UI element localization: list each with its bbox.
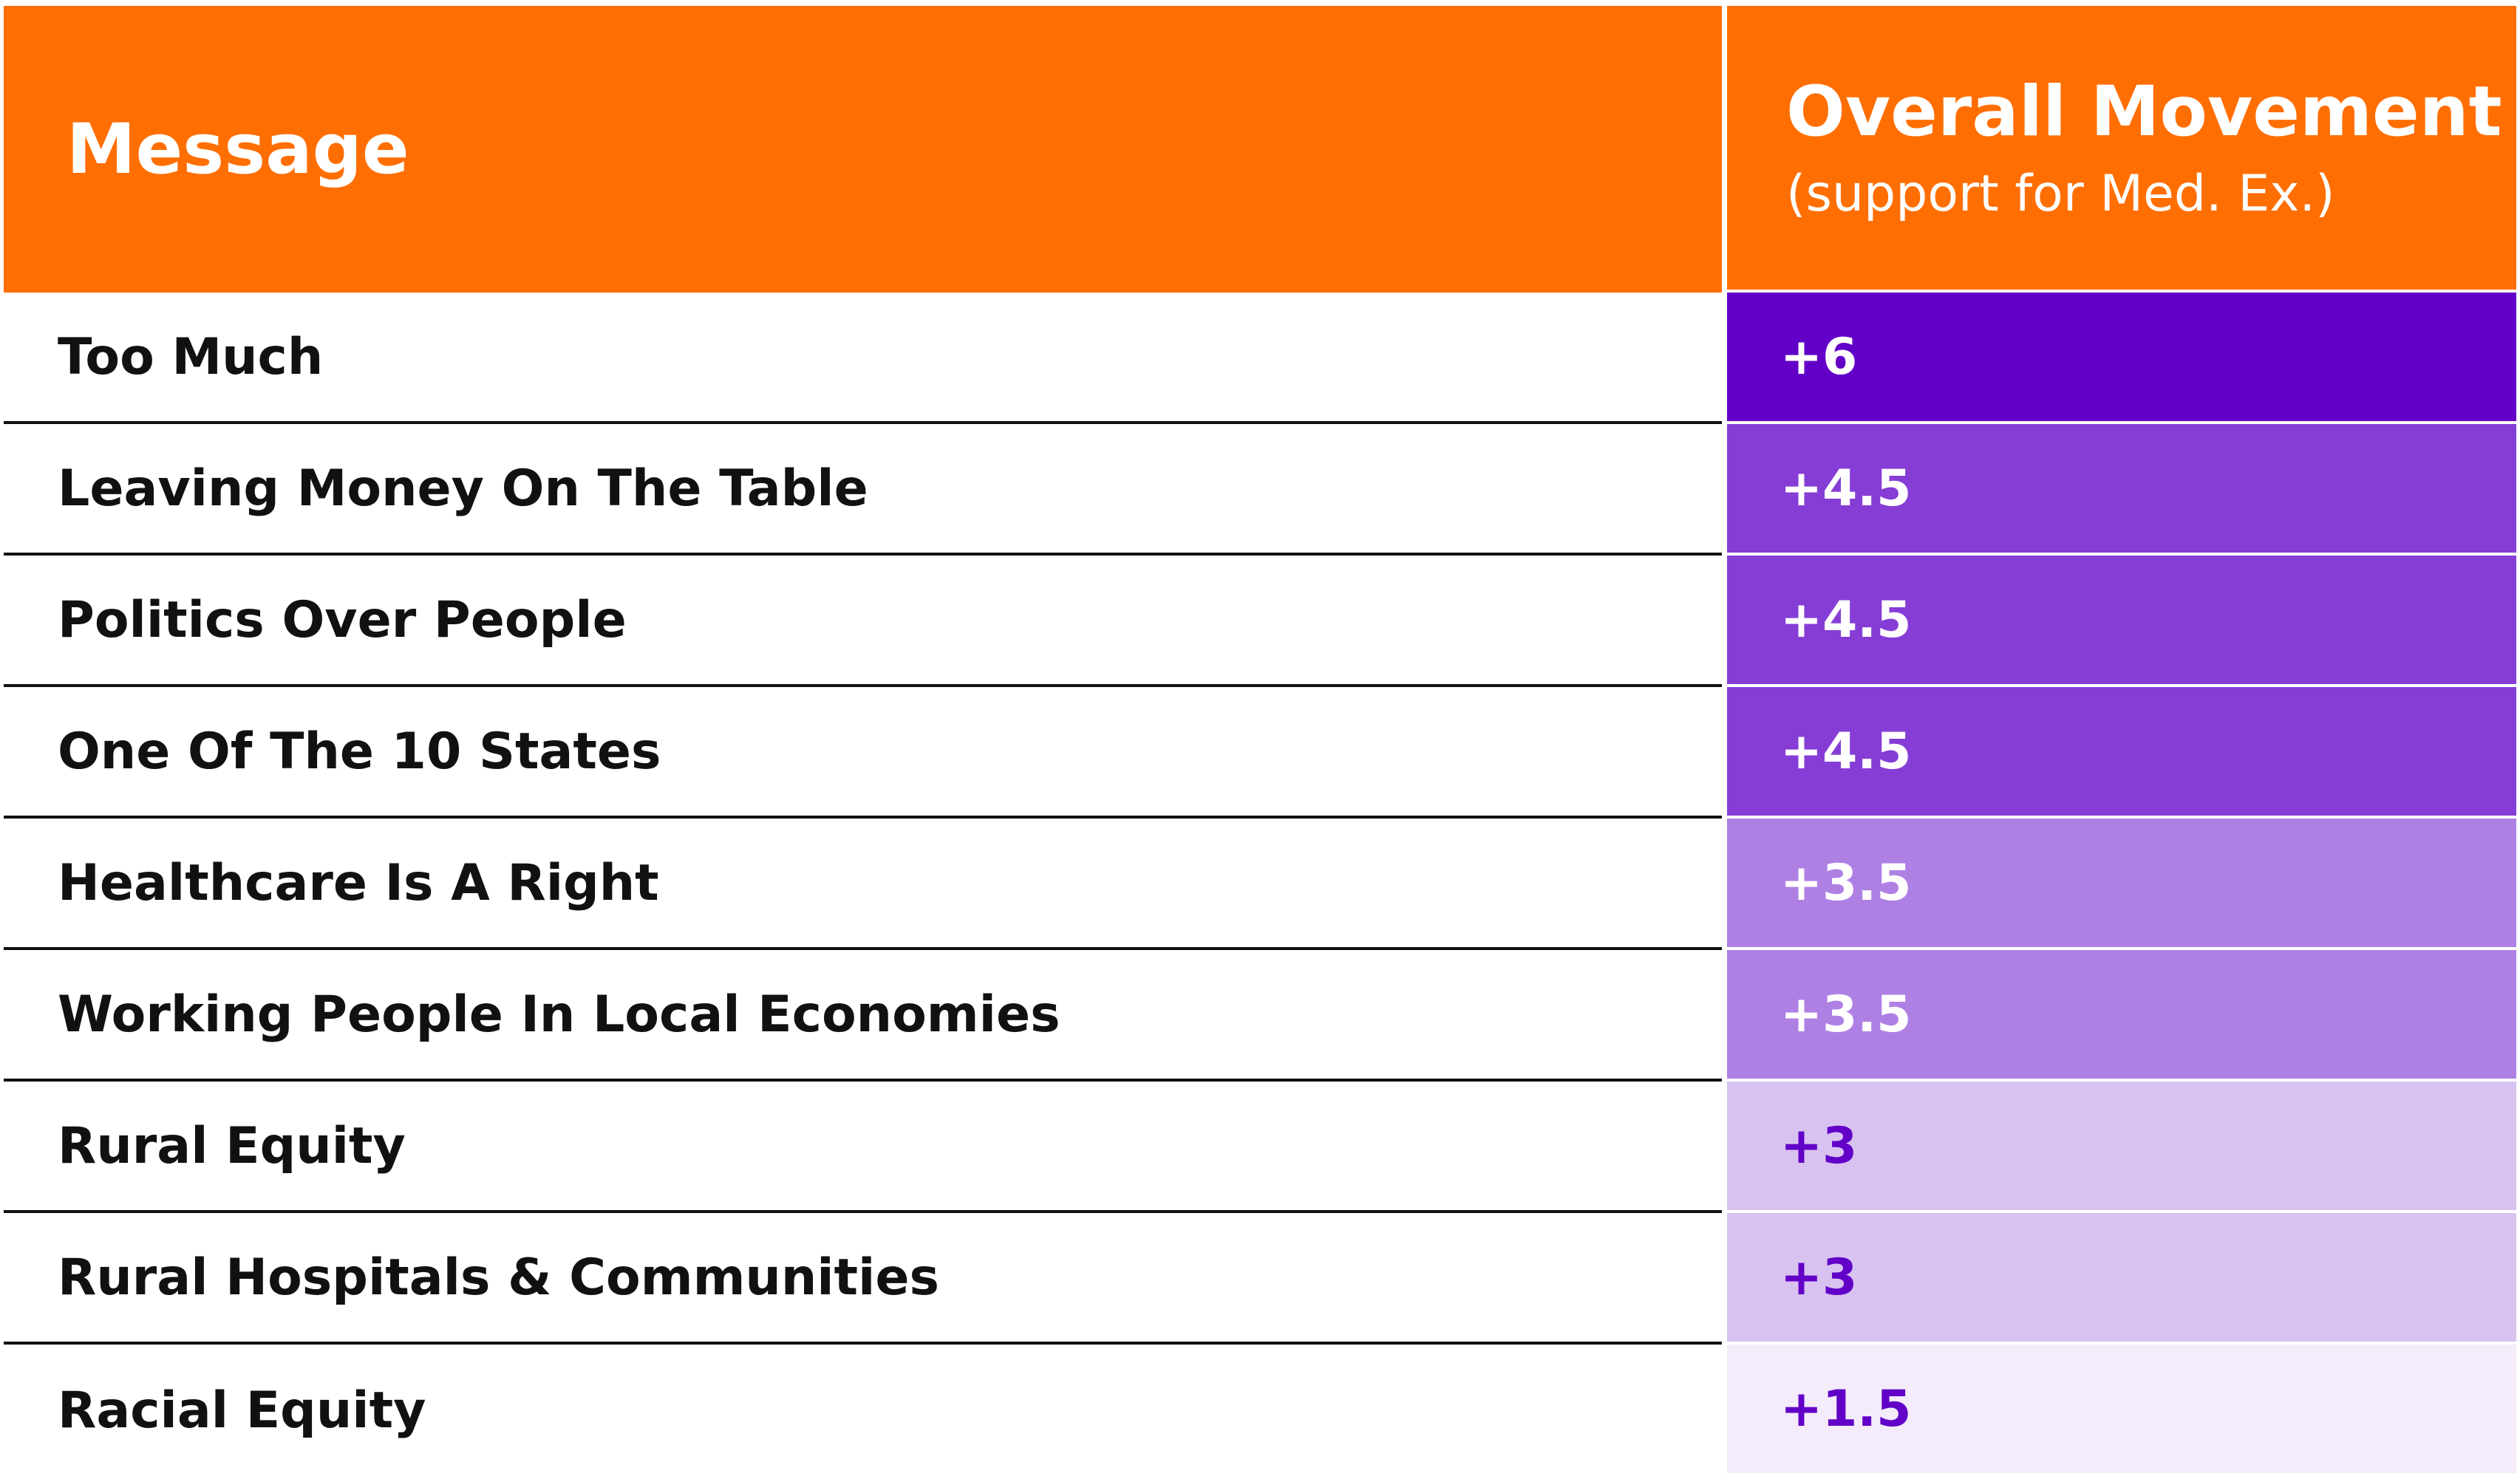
table-header: Message Overall Movement (support for Me…	[4, 6, 2516, 293]
message-cell: Rural Hospitals & Communities	[4, 1213, 1722, 1345]
message-cell: Racial Equity	[4, 1345, 1722, 1476]
message-cell: Leaving Money On The Table	[4, 424, 1722, 556]
column-divider	[1722, 687, 1727, 819]
movement-value-label: +6	[1780, 327, 1858, 386]
message-label: Healthcare Is A Right	[58, 853, 659, 912]
message-cell: Rural Equity	[4, 1082, 1722, 1213]
movement-value-cell: +3.5	[1727, 950, 2516, 1082]
table-row: Politics Over People +4.5	[4, 556, 2516, 687]
table-row: Too Much +6	[4, 293, 2516, 424]
movement-value-label: +1.5	[1780, 1379, 1912, 1438]
movement-value-label: +4.5	[1780, 722, 1912, 781]
column-divider	[1722, 819, 1727, 950]
message-column-header: Message	[4, 6, 1722, 293]
message-label: Rural Hospitals & Communities	[58, 1248, 939, 1307]
message-cell: One Of The 10 States	[4, 687, 1722, 819]
message-label: Leaving Money On The Table	[58, 459, 868, 518]
movement-value-cell: +3	[1727, 1082, 2516, 1213]
movement-value-cell: +4.5	[1727, 424, 2516, 556]
message-label: One Of The 10 States	[58, 722, 661, 781]
message-label: Racial Equity	[58, 1381, 426, 1440]
table-row: Rural Hospitals & Communities +3	[4, 1213, 2516, 1345]
movement-value-cell: +4.5	[1727, 556, 2516, 687]
movement-value-cell: +3.5	[1727, 819, 2516, 950]
column-divider	[1722, 6, 1727, 293]
column-divider	[1722, 424, 1727, 556]
table-row: Healthcare Is A Right +3.5	[4, 819, 2516, 950]
table-body: Too Much +6 Leaving Money On The Table +4.5…	[4, 293, 2516, 1476]
message-label: Rural Equity	[58, 1116, 406, 1175]
movement-table: Message Overall Movement (support for Me…	[4, 6, 2516, 1476]
movement-value-label: +4.5	[1780, 590, 1912, 649]
column-divider	[1722, 1345, 1727, 1476]
column-divider	[1722, 1213, 1727, 1345]
message-cell: Working People In Local Economies	[4, 950, 1722, 1082]
table-row: One Of The 10 States +4.5	[4, 687, 2516, 819]
message-label: Working People In Local Economies	[58, 985, 1060, 1044]
column-divider	[1722, 293, 1727, 424]
table-row: Leaving Money On The Table +4.5	[4, 424, 2516, 556]
movement-value-cell: +3	[1727, 1213, 2516, 1345]
column-divider	[1722, 1082, 1727, 1213]
movement-value-label: +3	[1780, 1248, 1858, 1307]
column-divider	[1722, 556, 1727, 687]
message-label: Politics Over People	[58, 590, 627, 649]
movement-value-label: +4.5	[1780, 459, 1912, 518]
table-row: Working People In Local Economies +3.5	[4, 950, 2516, 1082]
movement-value-cell: +1.5	[1727, 1345, 2516, 1476]
message-column-title: Message	[67, 109, 409, 190]
movement-value-label: +3.5	[1780, 853, 1912, 912]
movement-column-title: Overall Movement	[1786, 72, 2502, 153]
message-label: Too Much	[58, 327, 324, 386]
message-cell: Politics Over People	[4, 556, 1722, 687]
movement-value-cell: +6	[1727, 293, 2516, 424]
movement-column-subtitle: (support for Med. Ex.)	[1786, 164, 2335, 223]
message-cell: Too Much	[4, 293, 1722, 424]
movement-value-cell: +4.5	[1727, 687, 2516, 819]
table-row: Racial Equity +1.5	[4, 1345, 2516, 1476]
movement-column-header: Overall Movement (support for Med. Ex.)	[1727, 6, 2516, 290]
table-row: Rural Equity +3	[4, 1082, 2516, 1213]
message-cell: Healthcare Is A Right	[4, 819, 1722, 950]
movement-value-label: +3	[1780, 1116, 1858, 1175]
movement-value-label: +3.5	[1780, 985, 1912, 1044]
column-divider	[1722, 950, 1727, 1082]
